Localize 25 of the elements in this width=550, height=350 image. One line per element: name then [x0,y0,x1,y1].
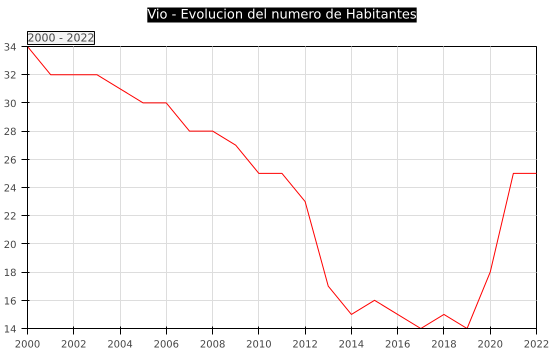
x-tick-label: 2018 [431,340,457,350]
x-tick-label: 2008 [200,340,226,350]
x-tick-label: 2022 [524,340,550,350]
x-tick-label: 2000 [14,340,40,350]
y-tick-label: 18 [4,268,17,280]
x-tick-label: 2010 [246,340,272,350]
y-tick-label: 28 [4,127,17,138]
x-tick-label: 2012 [292,340,318,350]
y-tick-label: 22 [4,212,17,223]
y-tick-label: 20 [4,240,17,251]
y-tick-label: 32 [4,70,17,82]
y-tick-label: 14 [4,324,17,336]
y-tick-label: 24 [4,184,17,194]
chart-subtitle: 2000 - 2022 [28,32,94,44]
x-tick-label: 2020 [478,340,503,350]
x-tick-label: 2004 [107,340,133,350]
y-tick-label: 26 [4,155,17,166]
y-tick-label: 30 [4,98,17,110]
x-tick-label: 2002 [61,340,86,350]
y-tick-label: 16 [4,296,17,308]
x-tick-label: 2016 [384,340,410,350]
chart-title: Vio - Evolucion del numero de Habitantes [147,8,417,22]
y-tick-label: 34 [4,42,17,54]
x-tick-label: 2006 [154,340,180,350]
x-tick-label: 2014 [338,340,364,350]
